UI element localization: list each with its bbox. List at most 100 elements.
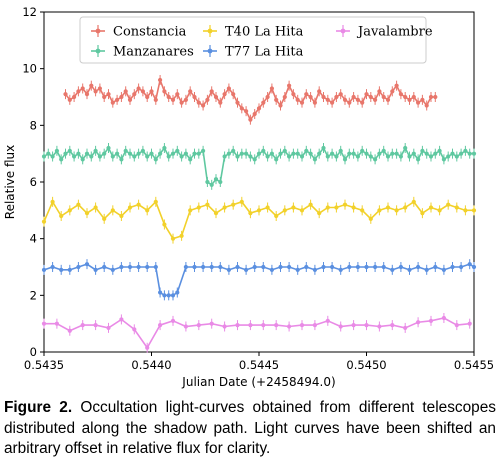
data-point <box>351 151 356 156</box>
data-point <box>239 199 244 204</box>
data-point <box>136 151 141 156</box>
data-point <box>222 205 227 210</box>
data-point <box>183 264 188 270</box>
data-point <box>463 148 468 153</box>
data-point <box>67 208 72 213</box>
series-javalambre <box>41 313 472 353</box>
data-point <box>295 97 300 102</box>
data-point <box>158 77 163 83</box>
data-point <box>226 151 231 156</box>
data-point <box>377 208 382 213</box>
data-point <box>213 211 219 216</box>
data-point <box>312 322 317 328</box>
data-point <box>454 205 459 210</box>
data-point <box>364 264 369 270</box>
data-point <box>106 92 111 97</box>
data-point <box>222 324 227 329</box>
data-point <box>192 151 197 156</box>
data-point <box>158 151 163 156</box>
y-axis-label: Relative flux <box>3 145 17 219</box>
data-point <box>441 157 446 162</box>
data-point <box>360 148 365 153</box>
data-point <box>428 318 434 323</box>
data-point <box>334 205 339 210</box>
data-point <box>390 322 395 328</box>
data-point <box>196 151 201 156</box>
data-point <box>205 202 210 207</box>
data-point <box>67 328 72 333</box>
data-point <box>50 199 55 204</box>
data-point <box>175 92 180 97</box>
data-point <box>424 267 429 272</box>
data-point <box>63 151 68 156</box>
data-point <box>377 89 382 94</box>
y-tick-label: 2 <box>30 288 37 302</box>
data-point <box>179 233 184 238</box>
data-point <box>454 154 459 159</box>
data-point <box>145 264 150 270</box>
data-point <box>450 151 455 156</box>
data-point <box>235 322 240 328</box>
data-point <box>248 322 253 328</box>
data-point <box>205 179 210 185</box>
data-point <box>282 94 287 100</box>
data-point <box>84 92 90 97</box>
data-point <box>256 151 262 156</box>
data-point <box>317 89 322 94</box>
data-point <box>136 264 141 270</box>
data-point <box>403 205 408 210</box>
data-point <box>355 154 360 159</box>
data-point <box>325 318 330 323</box>
data-point <box>226 86 231 91</box>
data-point <box>72 154 77 159</box>
data-point <box>256 106 262 111</box>
x-tick-label: 0.5440 <box>131 358 171 372</box>
series-constancia <box>63 75 438 125</box>
data-point <box>368 94 373 100</box>
data-point <box>145 345 150 350</box>
data-point <box>463 208 468 213</box>
data-point <box>93 148 98 153</box>
data-point <box>231 92 236 97</box>
data-point <box>428 94 434 100</box>
data-point <box>132 92 137 97</box>
data-point <box>274 322 279 328</box>
x-tick-label: 0.5455 <box>454 358 494 372</box>
data-point <box>312 157 317 162</box>
data-point <box>278 151 283 156</box>
data-point <box>59 267 64 272</box>
data-point <box>110 154 115 159</box>
data-point <box>209 321 214 326</box>
data-point <box>76 202 81 207</box>
legend-swatch-marker <box>95 28 101 34</box>
data-point <box>175 290 180 295</box>
data-point <box>334 94 339 100</box>
data-point <box>97 154 102 159</box>
data-point <box>84 262 90 267</box>
legend-item: Javalambre <box>336 25 433 40</box>
data-point <box>119 317 124 322</box>
y-tick-label: 10 <box>22 62 37 76</box>
caption-text: Occultation light-curves obtained from d… <box>4 399 496 457</box>
data-point <box>338 324 343 329</box>
data-point <box>84 151 90 156</box>
data-point <box>342 157 348 162</box>
series-layer <box>41 75 477 353</box>
data-point <box>209 89 214 94</box>
y-tick-label: 12 <box>22 5 37 19</box>
data-point <box>377 151 382 156</box>
data-point <box>149 151 154 156</box>
data-point <box>416 100 421 105</box>
data-point <box>347 151 352 156</box>
data-point <box>420 148 425 153</box>
data-point <box>67 148 72 153</box>
data-point <box>411 199 416 204</box>
data-point <box>205 97 210 102</box>
data-point <box>59 157 64 162</box>
data-point <box>127 205 133 210</box>
data-point <box>351 205 356 210</box>
data-point <box>222 92 227 97</box>
data-point <box>373 264 378 270</box>
data-point <box>291 205 296 210</box>
legend-item: T77 La Hita <box>203 45 304 60</box>
